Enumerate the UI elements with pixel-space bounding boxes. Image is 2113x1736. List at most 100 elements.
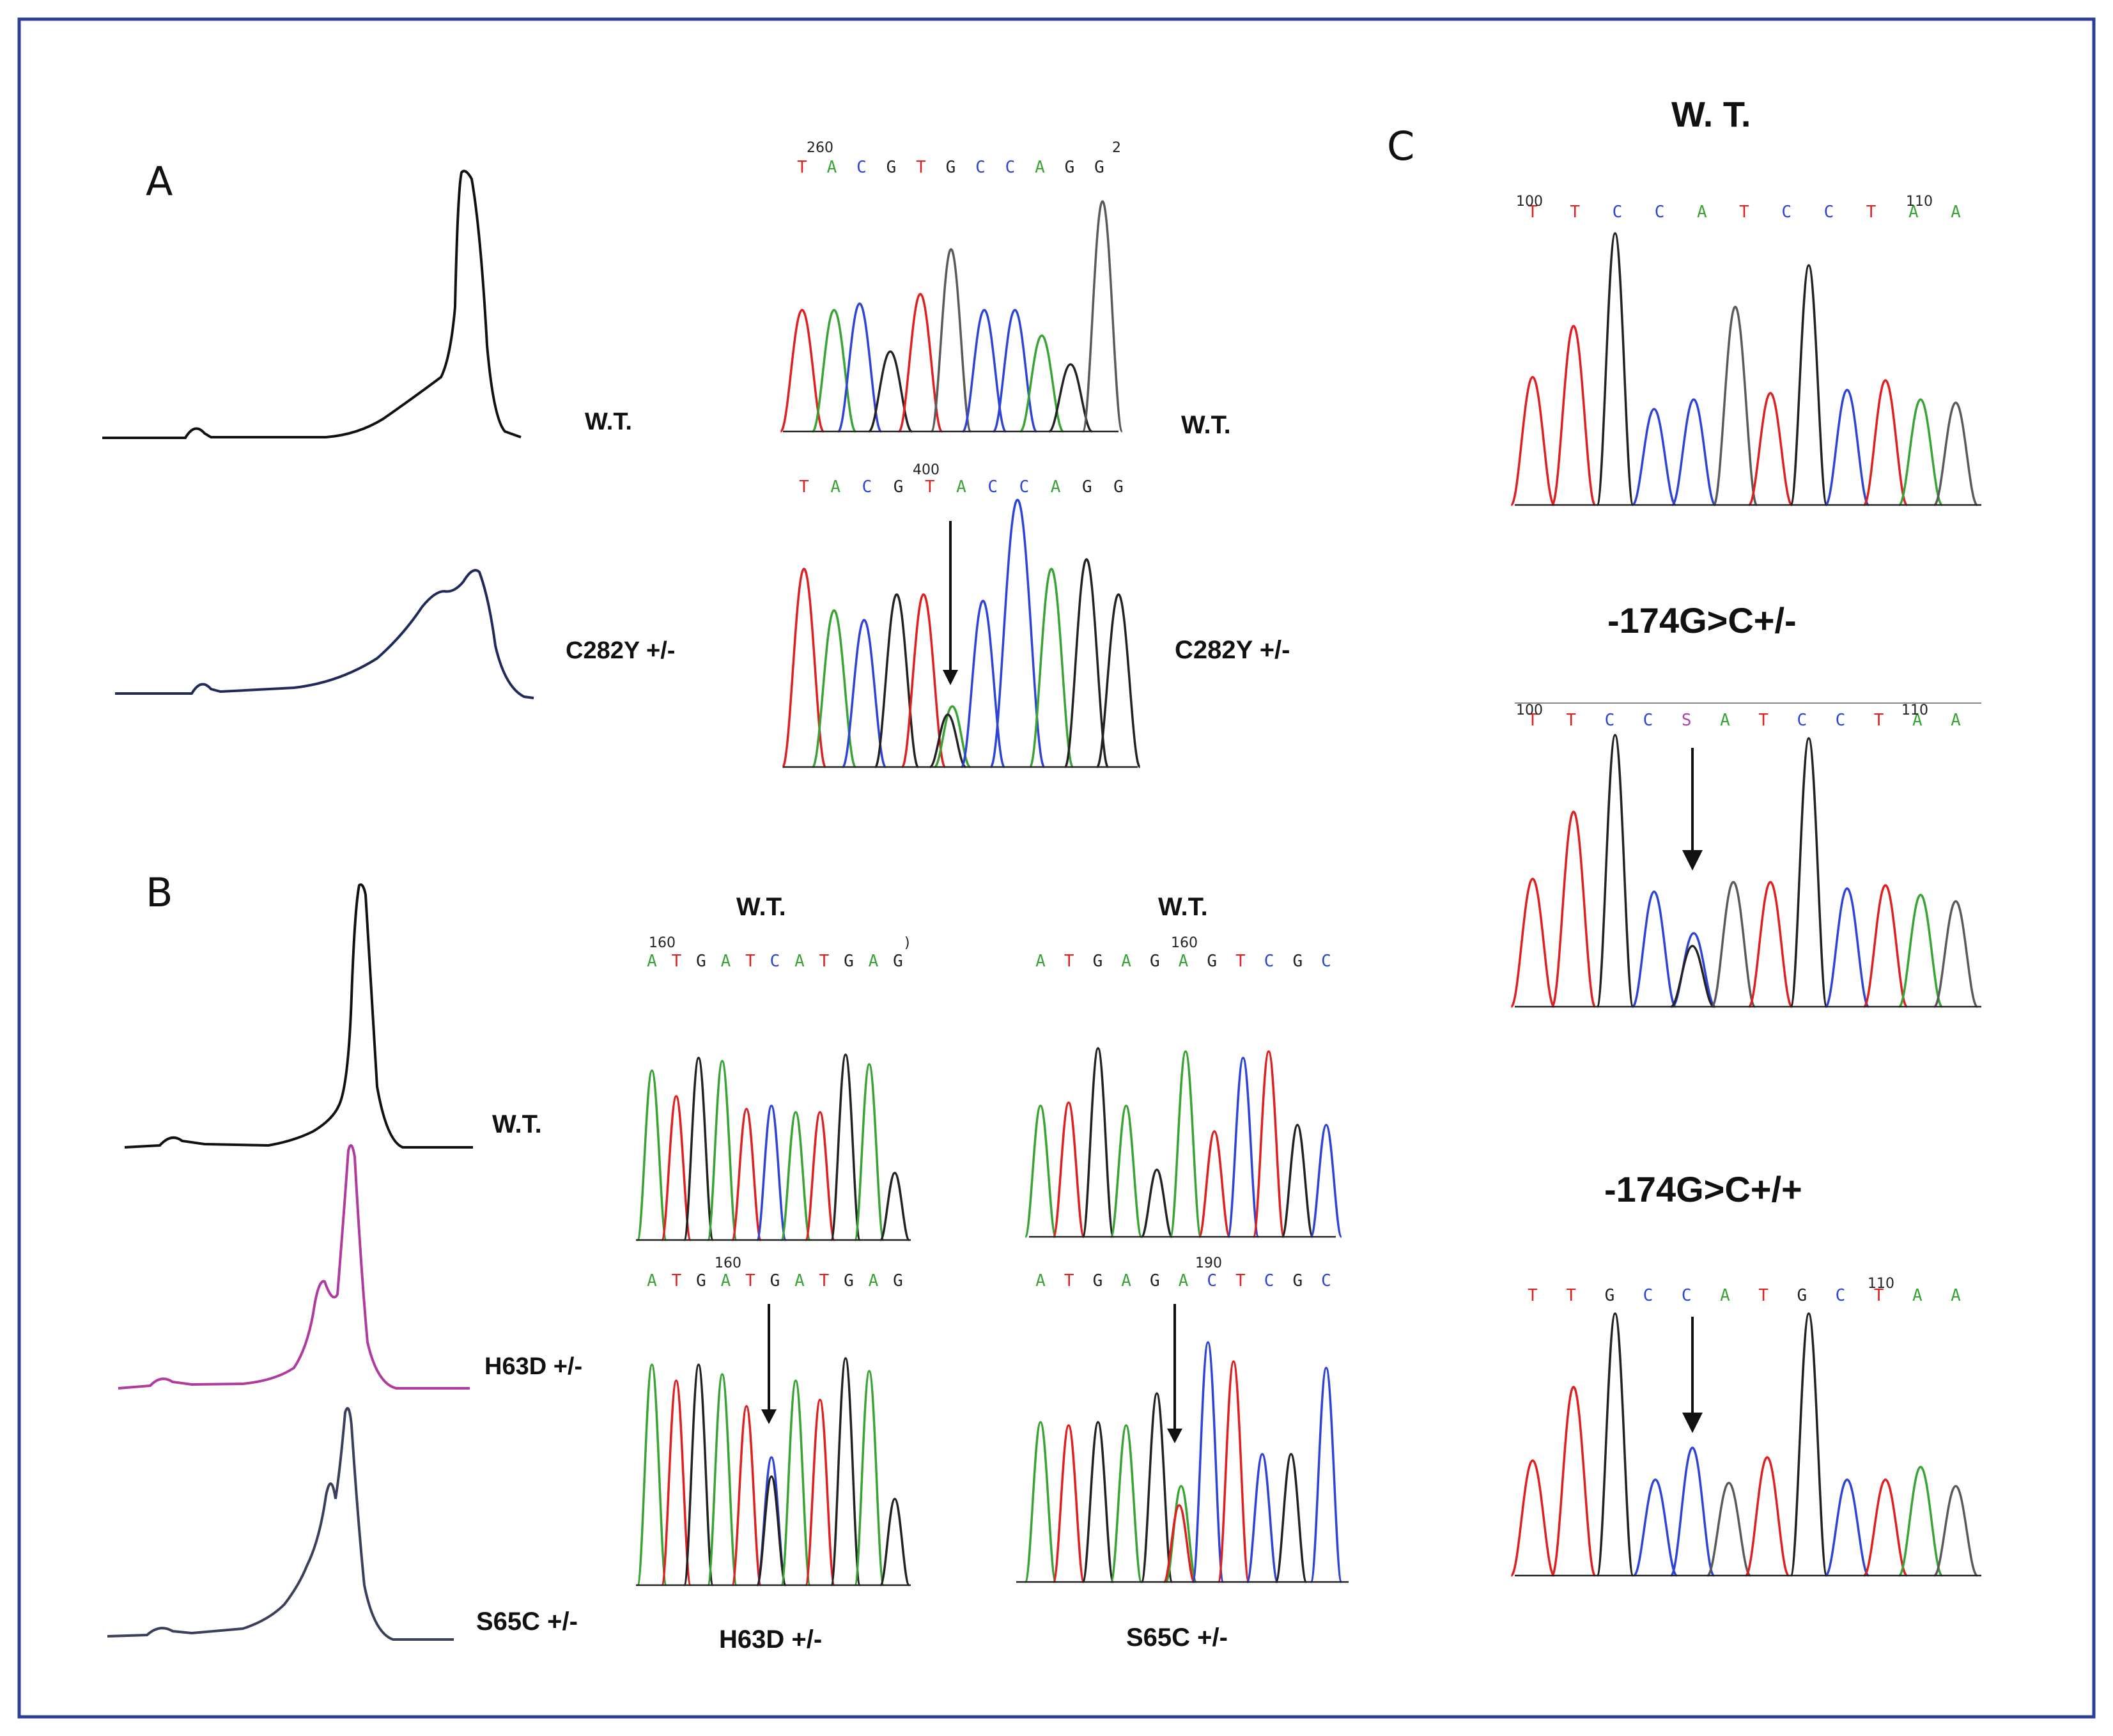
base-letter: A <box>1912 1286 1923 1305</box>
title-c-het: -174G>C+/- <box>1607 600 1797 640</box>
base-letter: T <box>1758 1286 1769 1305</box>
trace-peak <box>1631 408 1677 506</box>
base-letter: G <box>1292 952 1303 971</box>
base-letter: C <box>1321 952 1331 971</box>
base-letter: A <box>827 158 837 177</box>
base-letter: T <box>799 477 809 497</box>
chromatogram-a-wt <box>779 200 1124 433</box>
trace-peak <box>930 248 972 433</box>
trace-peak <box>1217 1360 1250 1583</box>
trace-peak <box>1252 1050 1285 1238</box>
hrm-curve-b-wt <box>124 883 473 1149</box>
base-letter: G <box>770 1271 780 1290</box>
base-letter: C <box>856 158 867 177</box>
trace-peak <box>1274 1453 1308 1583</box>
base-letter: A <box>1051 477 1061 497</box>
trace-peak <box>660 1095 692 1241</box>
trace-peak <box>897 293 943 433</box>
hrm-label-a-c282y: C282Y +/- <box>566 637 675 664</box>
chromatogram-b-h63d-wt <box>636 1053 911 1241</box>
trace-peak <box>929 713 966 768</box>
base-letter: G <box>1150 952 1160 971</box>
base-letter: C <box>1655 203 1665 222</box>
base-letter: A <box>1179 952 1189 971</box>
chromatogram-a-c282y <box>781 499 1142 768</box>
trace-peak <box>901 593 947 768</box>
base-letter: T <box>925 477 935 497</box>
base-letter: G <box>1605 1286 1615 1305</box>
chromatogram-c-het <box>1510 734 1981 1008</box>
trace-peak <box>731 1405 762 1586</box>
trace-peak <box>811 309 857 433</box>
base-letter: A <box>1697 203 1707 222</box>
col-title-s65c-wt: W.T. <box>1158 893 1208 921</box>
trace-peak <box>1081 1421 1115 1583</box>
trace-peak <box>1862 379 1908 506</box>
trace-peak <box>1670 945 1715 1008</box>
position-b-h63d-wt: 160 <box>649 935 676 951</box>
base-letter: T <box>672 1271 682 1290</box>
base-letter: G <box>1207 952 1217 971</box>
trace-peak <box>1510 376 1556 506</box>
hrm-curve-a-wt <box>102 169 522 439</box>
base-letter: T <box>1528 1286 1538 1305</box>
chromatogram-b-h63d <box>636 1357 911 1586</box>
trace-peak <box>1169 1050 1202 1238</box>
base-letter: G <box>1113 477 1124 497</box>
base-letter: C <box>1836 711 1846 730</box>
chromatogram-b-s65c <box>1016 1341 1349 1583</box>
base-letter: C <box>1643 1286 1653 1305</box>
trace-peak <box>1310 1124 1343 1238</box>
trace-peak <box>1227 1057 1260 1238</box>
trace-peak <box>879 1172 911 1241</box>
base-letter: A <box>721 952 731 971</box>
trace-peak <box>706 1060 738 1241</box>
trace-peak <box>755 1104 787 1241</box>
base-letter: T <box>1235 952 1246 971</box>
position-b-h63d-wt-tail: ) <box>904 935 910 951</box>
panel-a-letter: A <box>146 158 173 205</box>
trace-peak <box>1790 264 1828 506</box>
trace-peak <box>867 350 913 433</box>
base-letter: G <box>844 1271 854 1290</box>
base-letter: G <box>894 477 904 497</box>
trace-peak <box>683 1363 715 1586</box>
hrm-curve-b-s65c <box>107 1407 454 1641</box>
trace-peak <box>731 1108 762 1241</box>
base-letter: G <box>1093 952 1103 971</box>
trace-peak <box>1551 810 1597 1008</box>
base-letter: C <box>1643 711 1653 730</box>
hrm-label-b-s65c: S65C +/- <box>476 1608 578 1636</box>
base-letter: T <box>1758 711 1769 730</box>
trace-peak <box>1081 1047 1115 1238</box>
panel-b-letter: B <box>146 869 173 916</box>
position-c-wt-110: 110 <box>1906 194 1933 210</box>
position-c-wt-100: 100 <box>1516 194 1543 210</box>
base-letter: T <box>1566 1286 1576 1305</box>
trace-peak <box>755 1475 787 1586</box>
base-letter: T <box>1528 203 1538 222</box>
trace-peak <box>781 568 827 768</box>
base-letter: G <box>893 1271 903 1290</box>
base-letter: T <box>1739 203 1749 222</box>
trace-peak <box>1632 1478 1678 1577</box>
trace-peak <box>1081 200 1124 433</box>
trace-peak <box>1510 1459 1556 1577</box>
trace-peak <box>779 309 825 433</box>
base-letter: A <box>1720 1286 1730 1305</box>
base-letter: A <box>1179 1271 1189 1290</box>
base-letter: G <box>696 1271 706 1290</box>
title-c-wt: W. T. <box>1671 94 1751 134</box>
base-letter: C <box>1019 477 1030 497</box>
hrm-label-b-wt: W.T. <box>492 1110 542 1138</box>
trace-peak <box>1744 1456 1790 1577</box>
base-letter: T <box>916 158 926 177</box>
col-title-h63d-wt: W.T. <box>736 893 786 921</box>
position-a-c282y: 400 <box>913 462 940 478</box>
trace-peak <box>1596 734 1634 1008</box>
